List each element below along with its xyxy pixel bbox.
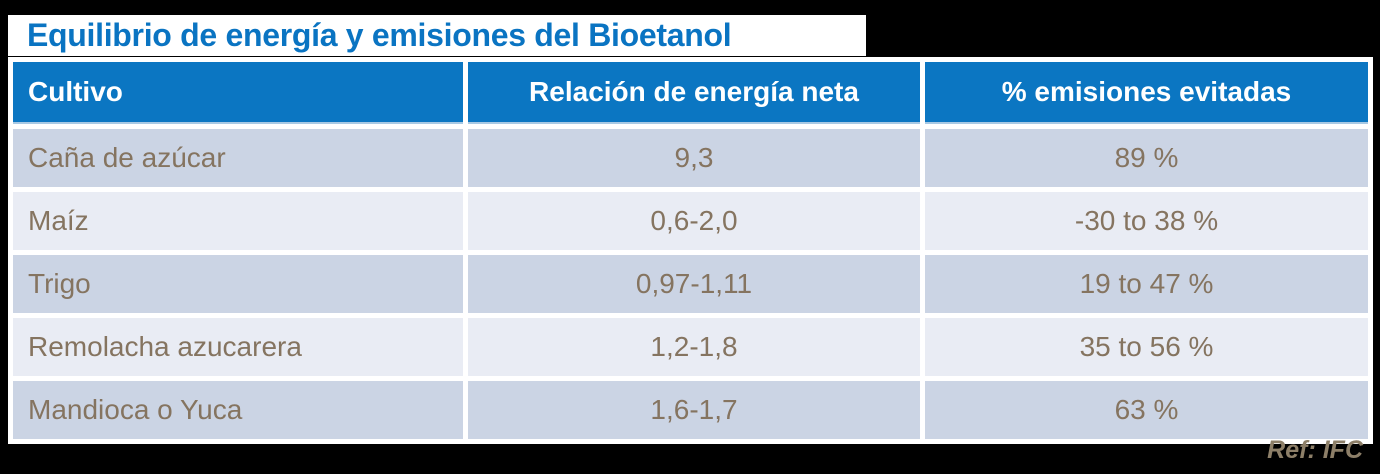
title-box: Equilibrio de energía y emisiones del Bi… (8, 15, 866, 56)
cell-cultivo: Caña de azúcar (13, 129, 463, 187)
reference-label: Ref: IFC (1267, 436, 1363, 464)
cell-emisiones: 63 % (925, 381, 1368, 439)
bioethanol-table-container: Cultivo Relación de energía neta % emisi… (8, 57, 1373, 444)
cell-energia: 9,3 (468, 129, 920, 187)
cell-cultivo: Trigo (13, 255, 463, 313)
cell-energia: 1,2-1,8 (468, 318, 920, 376)
cell-energia: 1,6-1,7 (468, 381, 920, 439)
cell-cultivo: Remolacha azucarera (13, 318, 463, 376)
cell-cultivo: Mandioca o Yuca (13, 381, 463, 439)
column-header-energia: Relación de energía neta (468, 62, 920, 124)
cell-energia: 0,6-2,0 (468, 192, 920, 250)
cell-cultivo: Maíz (13, 192, 463, 250)
cell-emisiones: 89 % (925, 129, 1368, 187)
cell-emisiones: 35 to 56 % (925, 318, 1368, 376)
cell-emisiones: 19 to 47 % (925, 255, 1368, 313)
page-title: Equilibrio de energía y emisiones del Bi… (27, 17, 732, 53)
table-row: Mandioca o Yuca 1,6-1,7 63 % (13, 381, 1368, 439)
column-header-cultivo: Cultivo (13, 62, 463, 124)
cell-energia: 0,97-1,11 (468, 255, 920, 313)
column-header-emisiones: % emisiones evitadas (925, 62, 1368, 124)
header-row: Cultivo Relación de energía neta % emisi… (13, 62, 1368, 124)
cell-emisiones: -30 to 38 % (925, 192, 1368, 250)
table-row: Caña de azúcar 9,3 89 % (13, 129, 1368, 187)
table-row: Maíz 0,6-2,0 -30 to 38 % (13, 192, 1368, 250)
table-row: Remolacha azucarera 1,2-1,8 35 to 56 % (13, 318, 1368, 376)
bioethanol-table: Cultivo Relación de energía neta % emisi… (8, 57, 1373, 444)
table-row: Trigo 0,97-1,11 19 to 47 % (13, 255, 1368, 313)
